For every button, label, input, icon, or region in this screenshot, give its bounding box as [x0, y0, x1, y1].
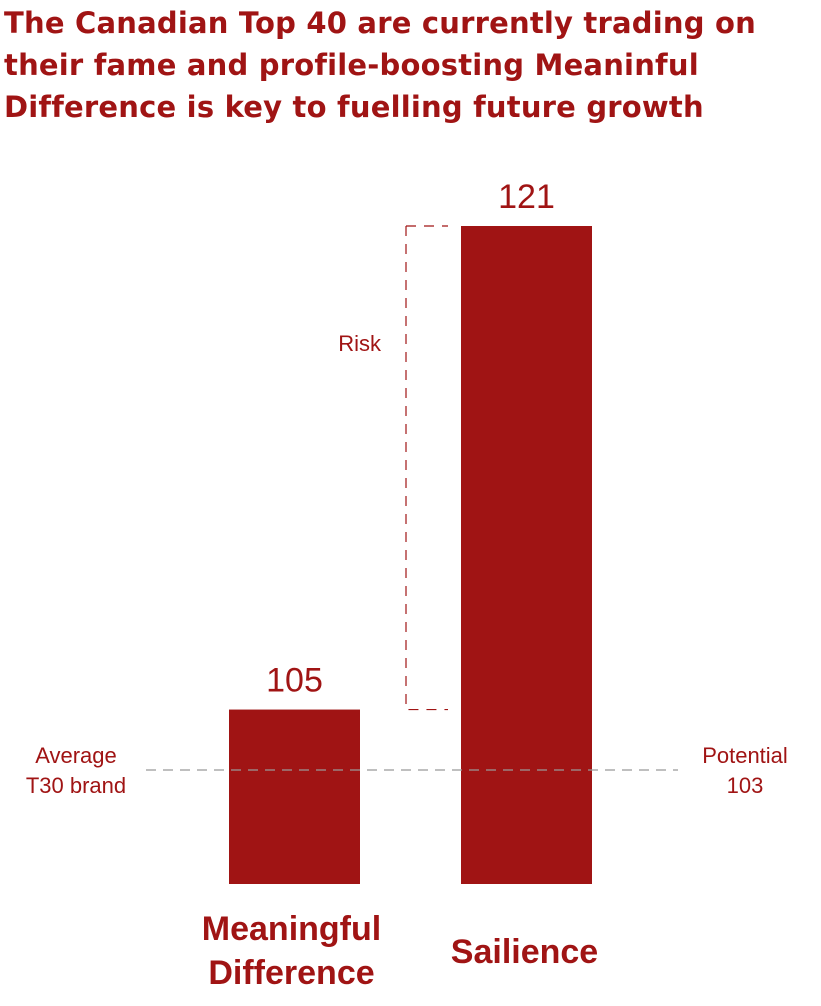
reference-right-label-line2: 103 — [727, 773, 764, 798]
category-label-1-line1: Meaningful — [202, 910, 381, 948]
data-label-2: 121 — [498, 178, 555, 216]
reference-right-label-line1: Potential — [702, 743, 788, 768]
risk-bracket — [405, 225, 448, 711]
bar-1 — [229, 709, 360, 884]
reference-left-label-line2: T30 brand — [26, 773, 126, 798]
category-label-1-line2: Difference — [208, 954, 374, 992]
data-label-1: 105 — [266, 662, 323, 700]
reference-left-label-line1: Average — [35, 743, 117, 768]
category-label-2: Sailience — [451, 933, 598, 971]
risk-label: Risk — [338, 331, 382, 356]
chart-title: The Canadian Top 40 are currently tradin… — [4, 6, 756, 124]
bar-2 — [461, 226, 592, 884]
